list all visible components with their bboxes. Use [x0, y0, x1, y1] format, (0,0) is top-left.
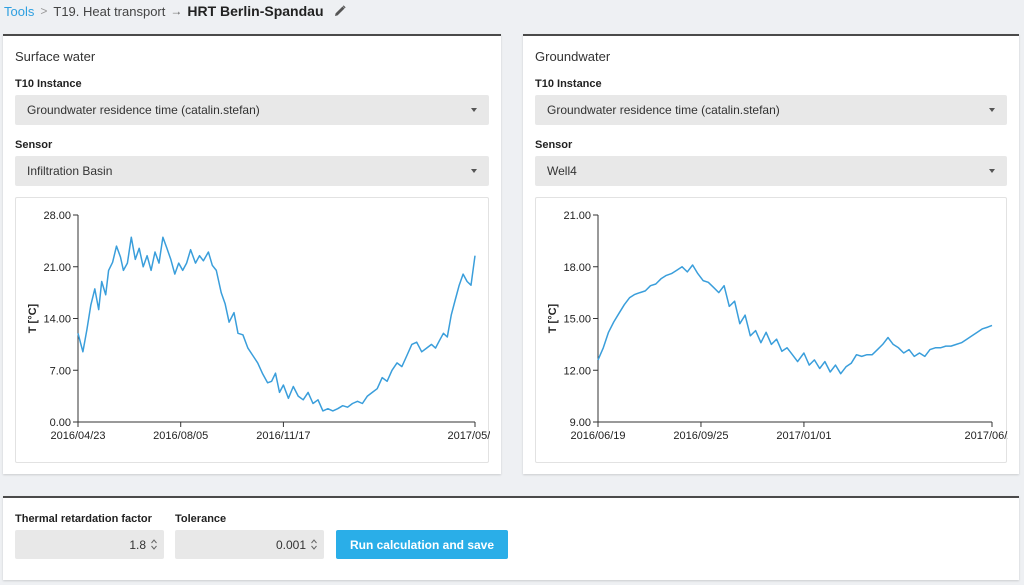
y-tick-label: 18.00 — [563, 262, 591, 274]
spinner-icon[interactable] — [311, 539, 317, 550]
x-tick-label: 2016/09/25 — [673, 430, 728, 442]
instance-select-value: Groundwater residence time (catalin.stef… — [547, 103, 780, 117]
groundwater-panel: Groundwater T10 Instance Groundwater res… — [523, 34, 1019, 474]
calculation-panel: Thermal retardation factor 1.8 Tolerance… — [3, 496, 1019, 580]
y-tick-label: 7.00 — [50, 365, 71, 377]
breadcrumb-tool: T19. Heat transport — [53, 3, 166, 19]
x-tick-label: 2017/01/01 — [776, 430, 831, 442]
x-tick-label: 2016/11/17 — [256, 430, 310, 442]
y-tick-label: 21.00 — [563, 210, 591, 222]
sensor-label: Sensor — [15, 139, 53, 151]
temperature-series-line — [77, 236, 476, 412]
x-tick-label: 2017/05/30 — [447, 430, 490, 442]
y-axis-label: T [°C] — [547, 303, 559, 333]
sensor-select[interactable]: Infiltration Basin — [15, 156, 489, 186]
retardation-value: 1.8 — [129, 537, 146, 552]
instance-select[interactable]: Groundwater residence time (catalin.stef… — [535, 95, 1007, 125]
x-tick-label: 2017/06/29 — [964, 430, 1008, 442]
breadcrumb-separator: > — [40, 4, 48, 18]
y-tick-label: 28.00 — [43, 210, 71, 222]
x-tick-label: 2016/08/05 — [153, 430, 208, 442]
sensor-select-value: Well4 — [547, 164, 577, 178]
groundwater-chart-container: 9.00 12.00 15.00 18.00 21.00 2016/06/19 2016/0… — [535, 197, 1008, 463]
y-tick-label: 15.00 — [563, 314, 591, 326]
x-tick-label: 2016/06/19 — [570, 430, 625, 442]
y-tick-label: 14.00 — [43, 314, 71, 326]
caret-down-icon — [989, 169, 995, 173]
y-tick-label: 9.00 — [570, 417, 591, 429]
sensor-select-value: Infiltration Basin — [27, 164, 113, 178]
instance-label: T10 Instance — [15, 78, 82, 90]
x-tick-label: 2016/04/23 — [50, 430, 105, 442]
caret-down-icon — [471, 169, 477, 173]
panel-title: Groundwater — [535, 49, 611, 64]
instance-select-value: Groundwater residence time (catalin.stef… — [27, 103, 260, 117]
surface-chart-container: 0.00 7.00 14.00 21.00 28.00 2016/04/23 2016/08… — [15, 197, 490, 463]
retardation-input[interactable]: 1.8 — [15, 530, 164, 559]
caret-down-icon — [989, 108, 995, 112]
tolerance-input[interactable]: 0.001 — [175, 530, 324, 559]
groundwater-chart: 9.00 12.00 15.00 18.00 21.00 2016/06/19 2016/0… — [547, 210, 1008, 442]
caret-down-icon — [471, 108, 477, 112]
surface-water-chart: 0.00 7.00 14.00 21.00 28.00 2016/04/23 2016/08… — [27, 210, 490, 442]
page-title: HRT Berlin-Spandau — [187, 3, 324, 19]
surface-water-panel: Surface water T10 Instance Groundwater r… — [3, 34, 501, 474]
temperature-series-line — [597, 264, 993, 375]
arrow-right-icon: → — [170, 4, 183, 18]
breadcrumb-tools-link[interactable]: Tools — [4, 3, 35, 19]
instance-label: T10 Instance — [535, 78, 602, 90]
instance-select[interactable]: Groundwater residence time (catalin.stef… — [15, 95, 489, 125]
y-tick-label: 21.00 — [43, 262, 71, 274]
sensor-select[interactable]: Well4 — [535, 156, 1007, 186]
breadcrumb: Tools > T19. Heat transport → HRT Berlin… — [4, 2, 346, 20]
y-tick-label: 12.00 — [563, 365, 591, 377]
run-calculation-button[interactable]: Run calculation and save — [336, 530, 508, 559]
sensor-label: Sensor — [535, 139, 573, 151]
tolerance-label: Tolerance — [175, 513, 227, 525]
panel-title: Surface water — [15, 49, 96, 64]
retardation-label: Thermal retardation factor — [15, 513, 152, 525]
tolerance-value: 0.001 — [275, 537, 306, 552]
spinner-icon[interactable] — [151, 539, 157, 550]
y-axis-label: T [°C] — [27, 303, 39, 333]
pencil-icon[interactable] — [334, 5, 346, 17]
y-tick-label: 0.00 — [50, 417, 71, 429]
